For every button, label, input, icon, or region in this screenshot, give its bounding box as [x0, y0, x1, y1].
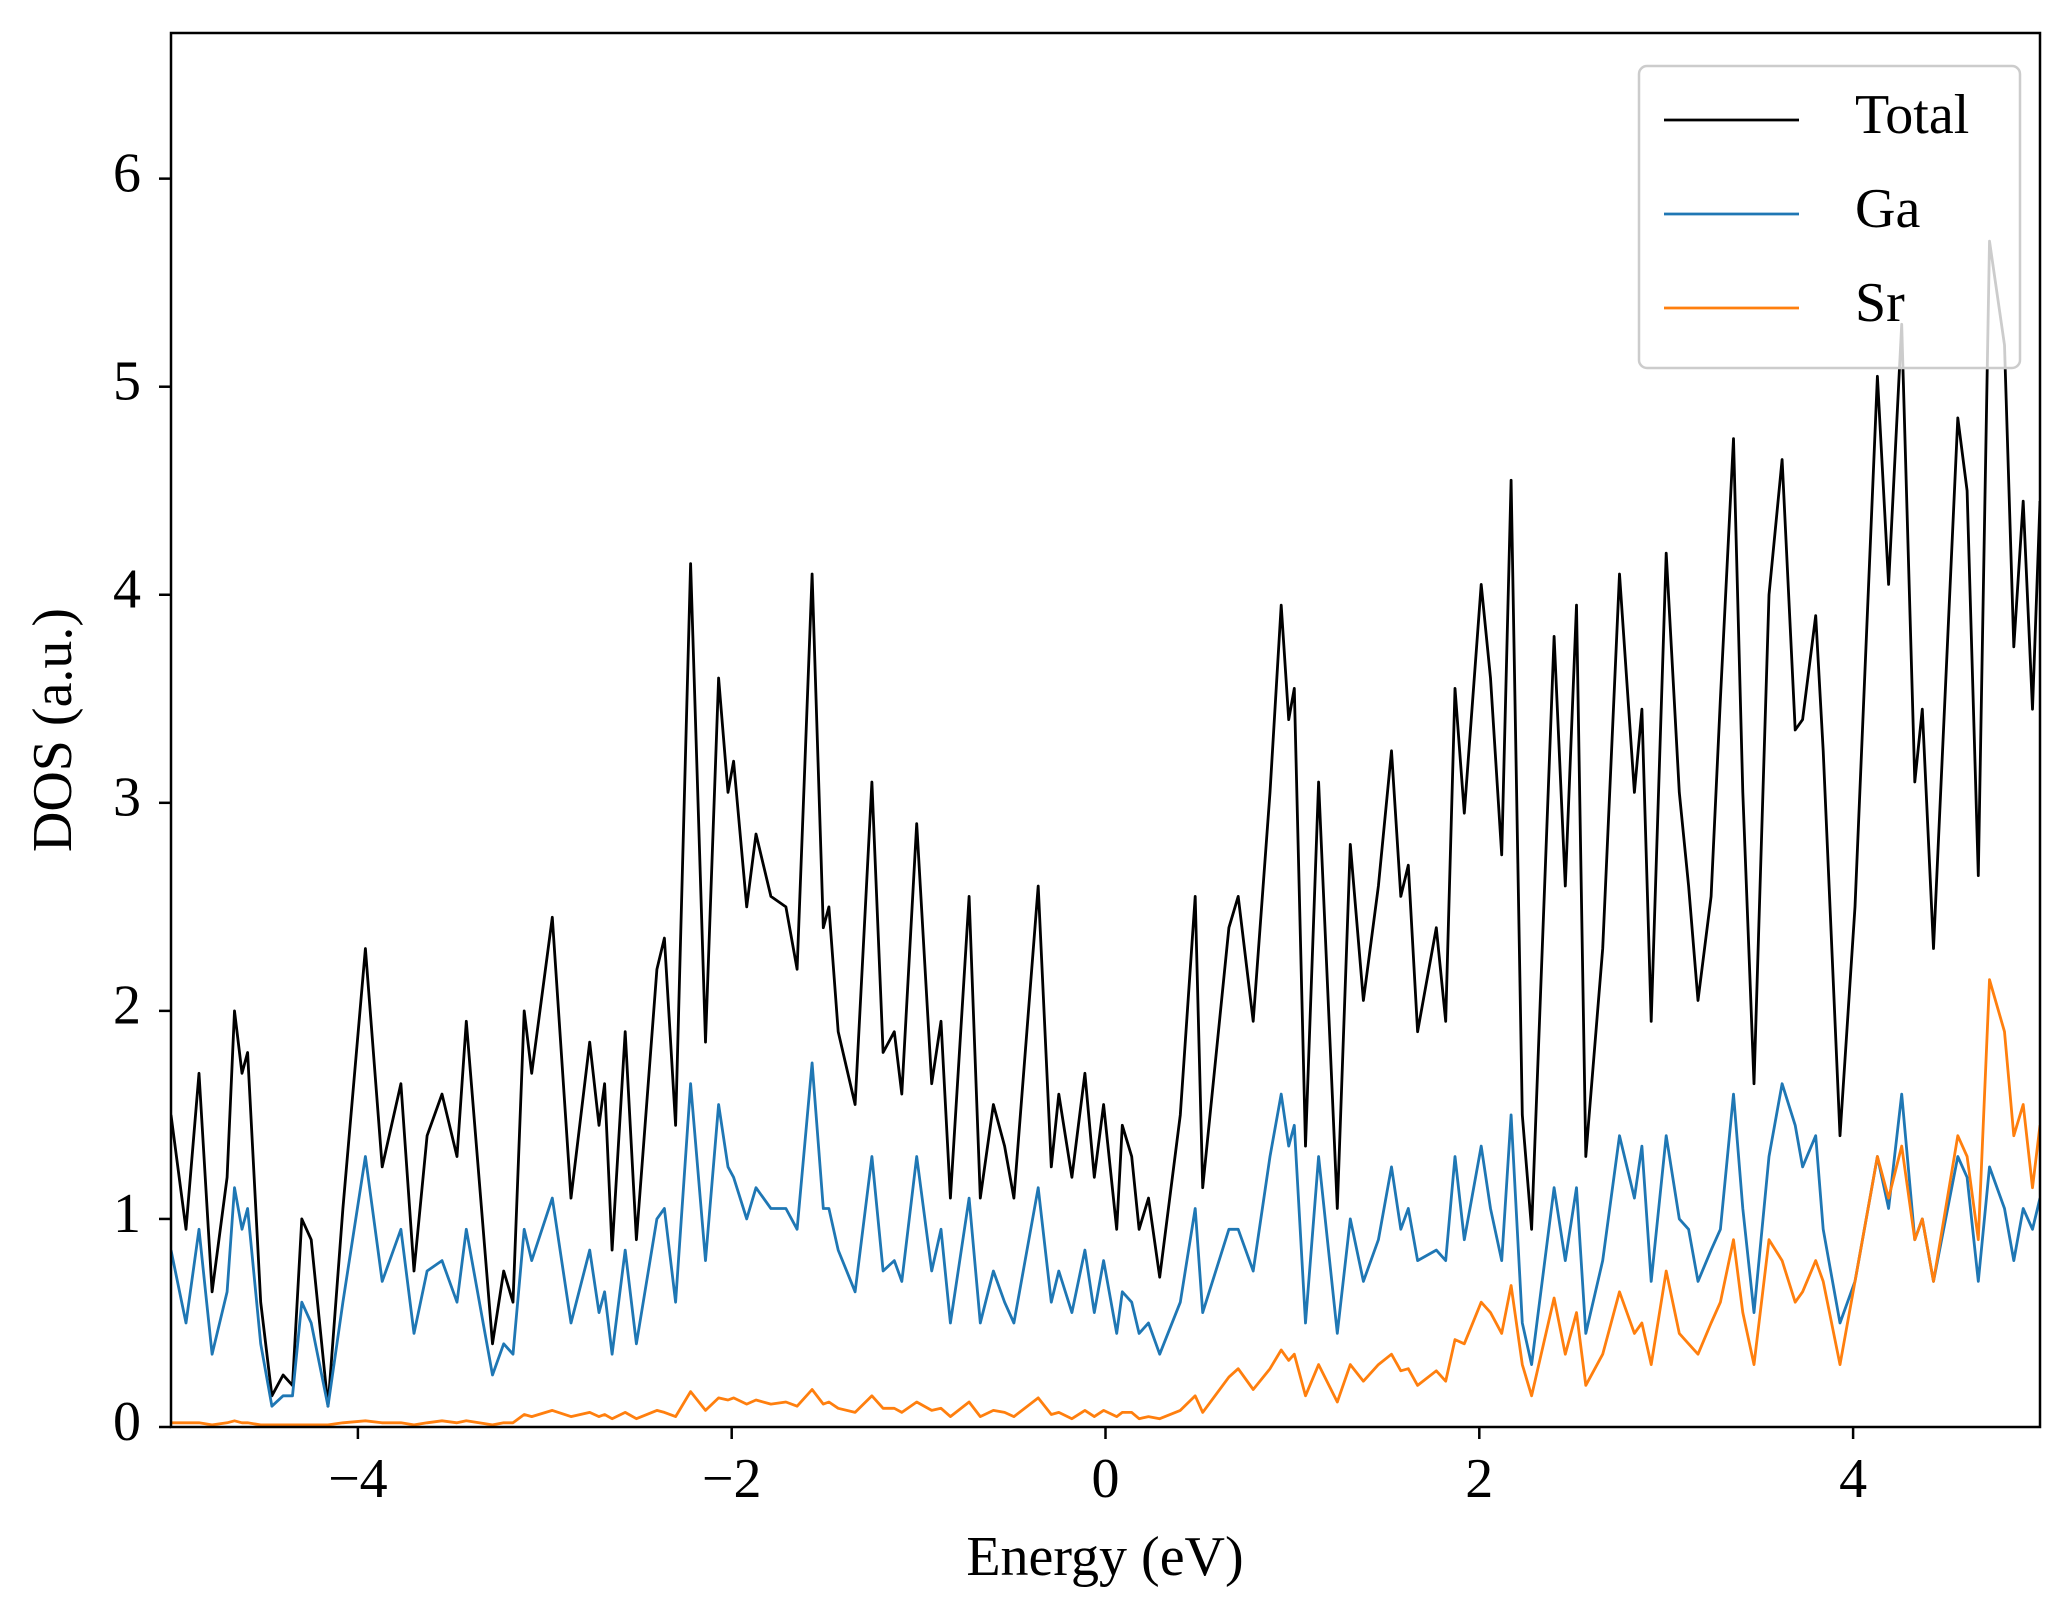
y-tick-label: 3	[113, 767, 141, 829]
y-tick-label: 1	[113, 1183, 141, 1245]
series-line	[171, 239, 2040, 1408]
x-axis-label: Energy (eV)	[966, 1526, 1243, 1588]
legend-label: Ga	[1855, 178, 1920, 240]
y-axis-label: DOS (a.u.)	[22, 608, 84, 852]
y-tick-label: 5	[113, 351, 141, 413]
x-tick-label: 2	[1465, 1448, 1493, 1510]
x-tick-label: 4	[1839, 1448, 1867, 1510]
plot-lines	[171, 239, 2040, 1427]
x-tick-label: −4	[328, 1448, 388, 1510]
series-line	[171, 978, 2040, 1427]
x-tick-label: 0	[1092, 1448, 1120, 1510]
legend-label: Sr	[1855, 272, 1905, 334]
legend-label: Total	[1855, 84, 1969, 146]
series-line	[171, 1061, 2040, 1408]
y-tick-label: 4	[113, 559, 141, 621]
legend-box	[1637, 64, 2022, 370]
x-tick-label: −2	[702, 1448, 762, 1510]
y-tick-label: 2	[113, 975, 141, 1037]
y-tick-label: 0	[113, 1391, 141, 1453]
y-tick-label: 6	[113, 142, 141, 204]
